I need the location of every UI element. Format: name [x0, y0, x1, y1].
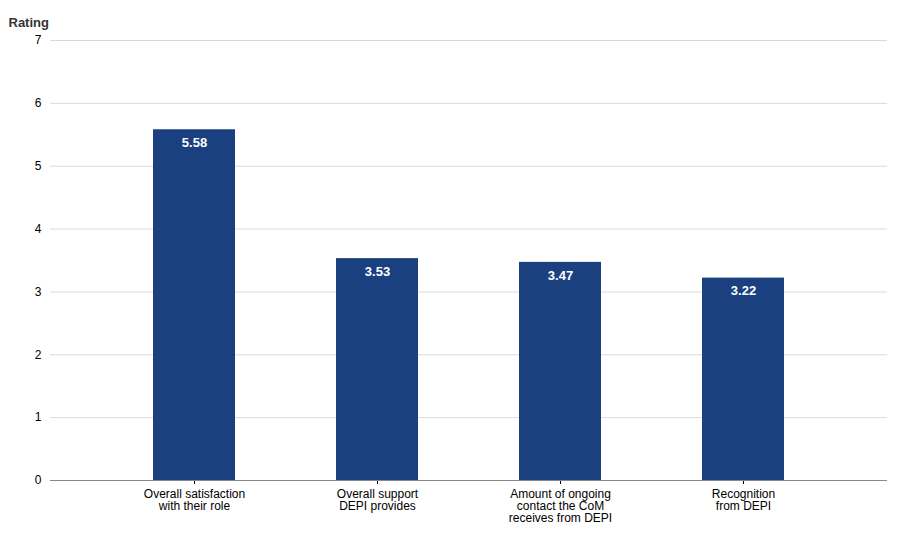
svg-text:3.22: 3.22 — [731, 283, 756, 298]
svg-text:5: 5 — [35, 159, 42, 173]
svg-text:3.53: 3.53 — [365, 264, 390, 279]
svg-text:Overall supportDEPI provides: Overall supportDEPI provides — [337, 487, 419, 513]
svg-text:7: 7 — [35, 33, 42, 47]
svg-text:0: 0 — [35, 473, 42, 487]
svg-text:3.47: 3.47 — [548, 268, 573, 283]
svg-text:5.58: 5.58 — [182, 135, 207, 150]
svg-text:Overall satisfactionwith their: Overall satisfactionwith their role — [144, 487, 245, 513]
svg-text:Rating: Rating — [9, 15, 50, 30]
svg-text:3: 3 — [35, 285, 42, 299]
svg-text:Amount of ongoingcontact the C: Amount of ongoingcontact the CoMreceives… — [509, 487, 612, 525]
svg-text:Recognitionfrom DEPI: Recognitionfrom DEPI — [712, 487, 775, 513]
svg-text:1: 1 — [35, 410, 42, 424]
svg-text:6: 6 — [35, 96, 42, 110]
svg-text:4: 4 — [35, 222, 42, 236]
svg-text:2: 2 — [35, 348, 42, 362]
